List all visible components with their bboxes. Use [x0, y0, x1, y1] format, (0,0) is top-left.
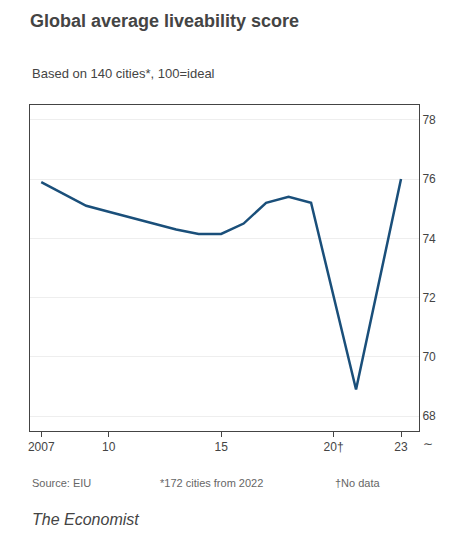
svg-text:Source: EIU: Source: EIU	[32, 477, 91, 489]
svg-text:*172 cities from 2022: *172 cities from 2022	[160, 477, 263, 489]
svg-text:Global average liveability sco: Global average liveability score	[30, 11, 299, 31]
svg-text:15: 15	[214, 440, 228, 454]
svg-text:Based on 140 cities*, 100=idea: Based on 140 cities*, 100=ideal	[32, 66, 215, 81]
svg-text:23: 23	[394, 440, 408, 454]
svg-text:76: 76	[422, 172, 436, 186]
svg-text:†No data: †No data	[335, 477, 381, 489]
svg-text:20†: 20†	[324, 440, 344, 454]
svg-text:72: 72	[422, 291, 436, 305]
svg-text:78: 78	[422, 113, 436, 127]
svg-text:2007: 2007	[28, 440, 55, 454]
svg-text:∼: ∼	[423, 437, 433, 451]
svg-text:10: 10	[102, 440, 116, 454]
svg-text:74: 74	[422, 232, 436, 246]
svg-text:The Economist: The Economist	[32, 511, 139, 528]
svg-text:70: 70	[422, 350, 436, 364]
svg-text:68: 68	[422, 409, 436, 423]
